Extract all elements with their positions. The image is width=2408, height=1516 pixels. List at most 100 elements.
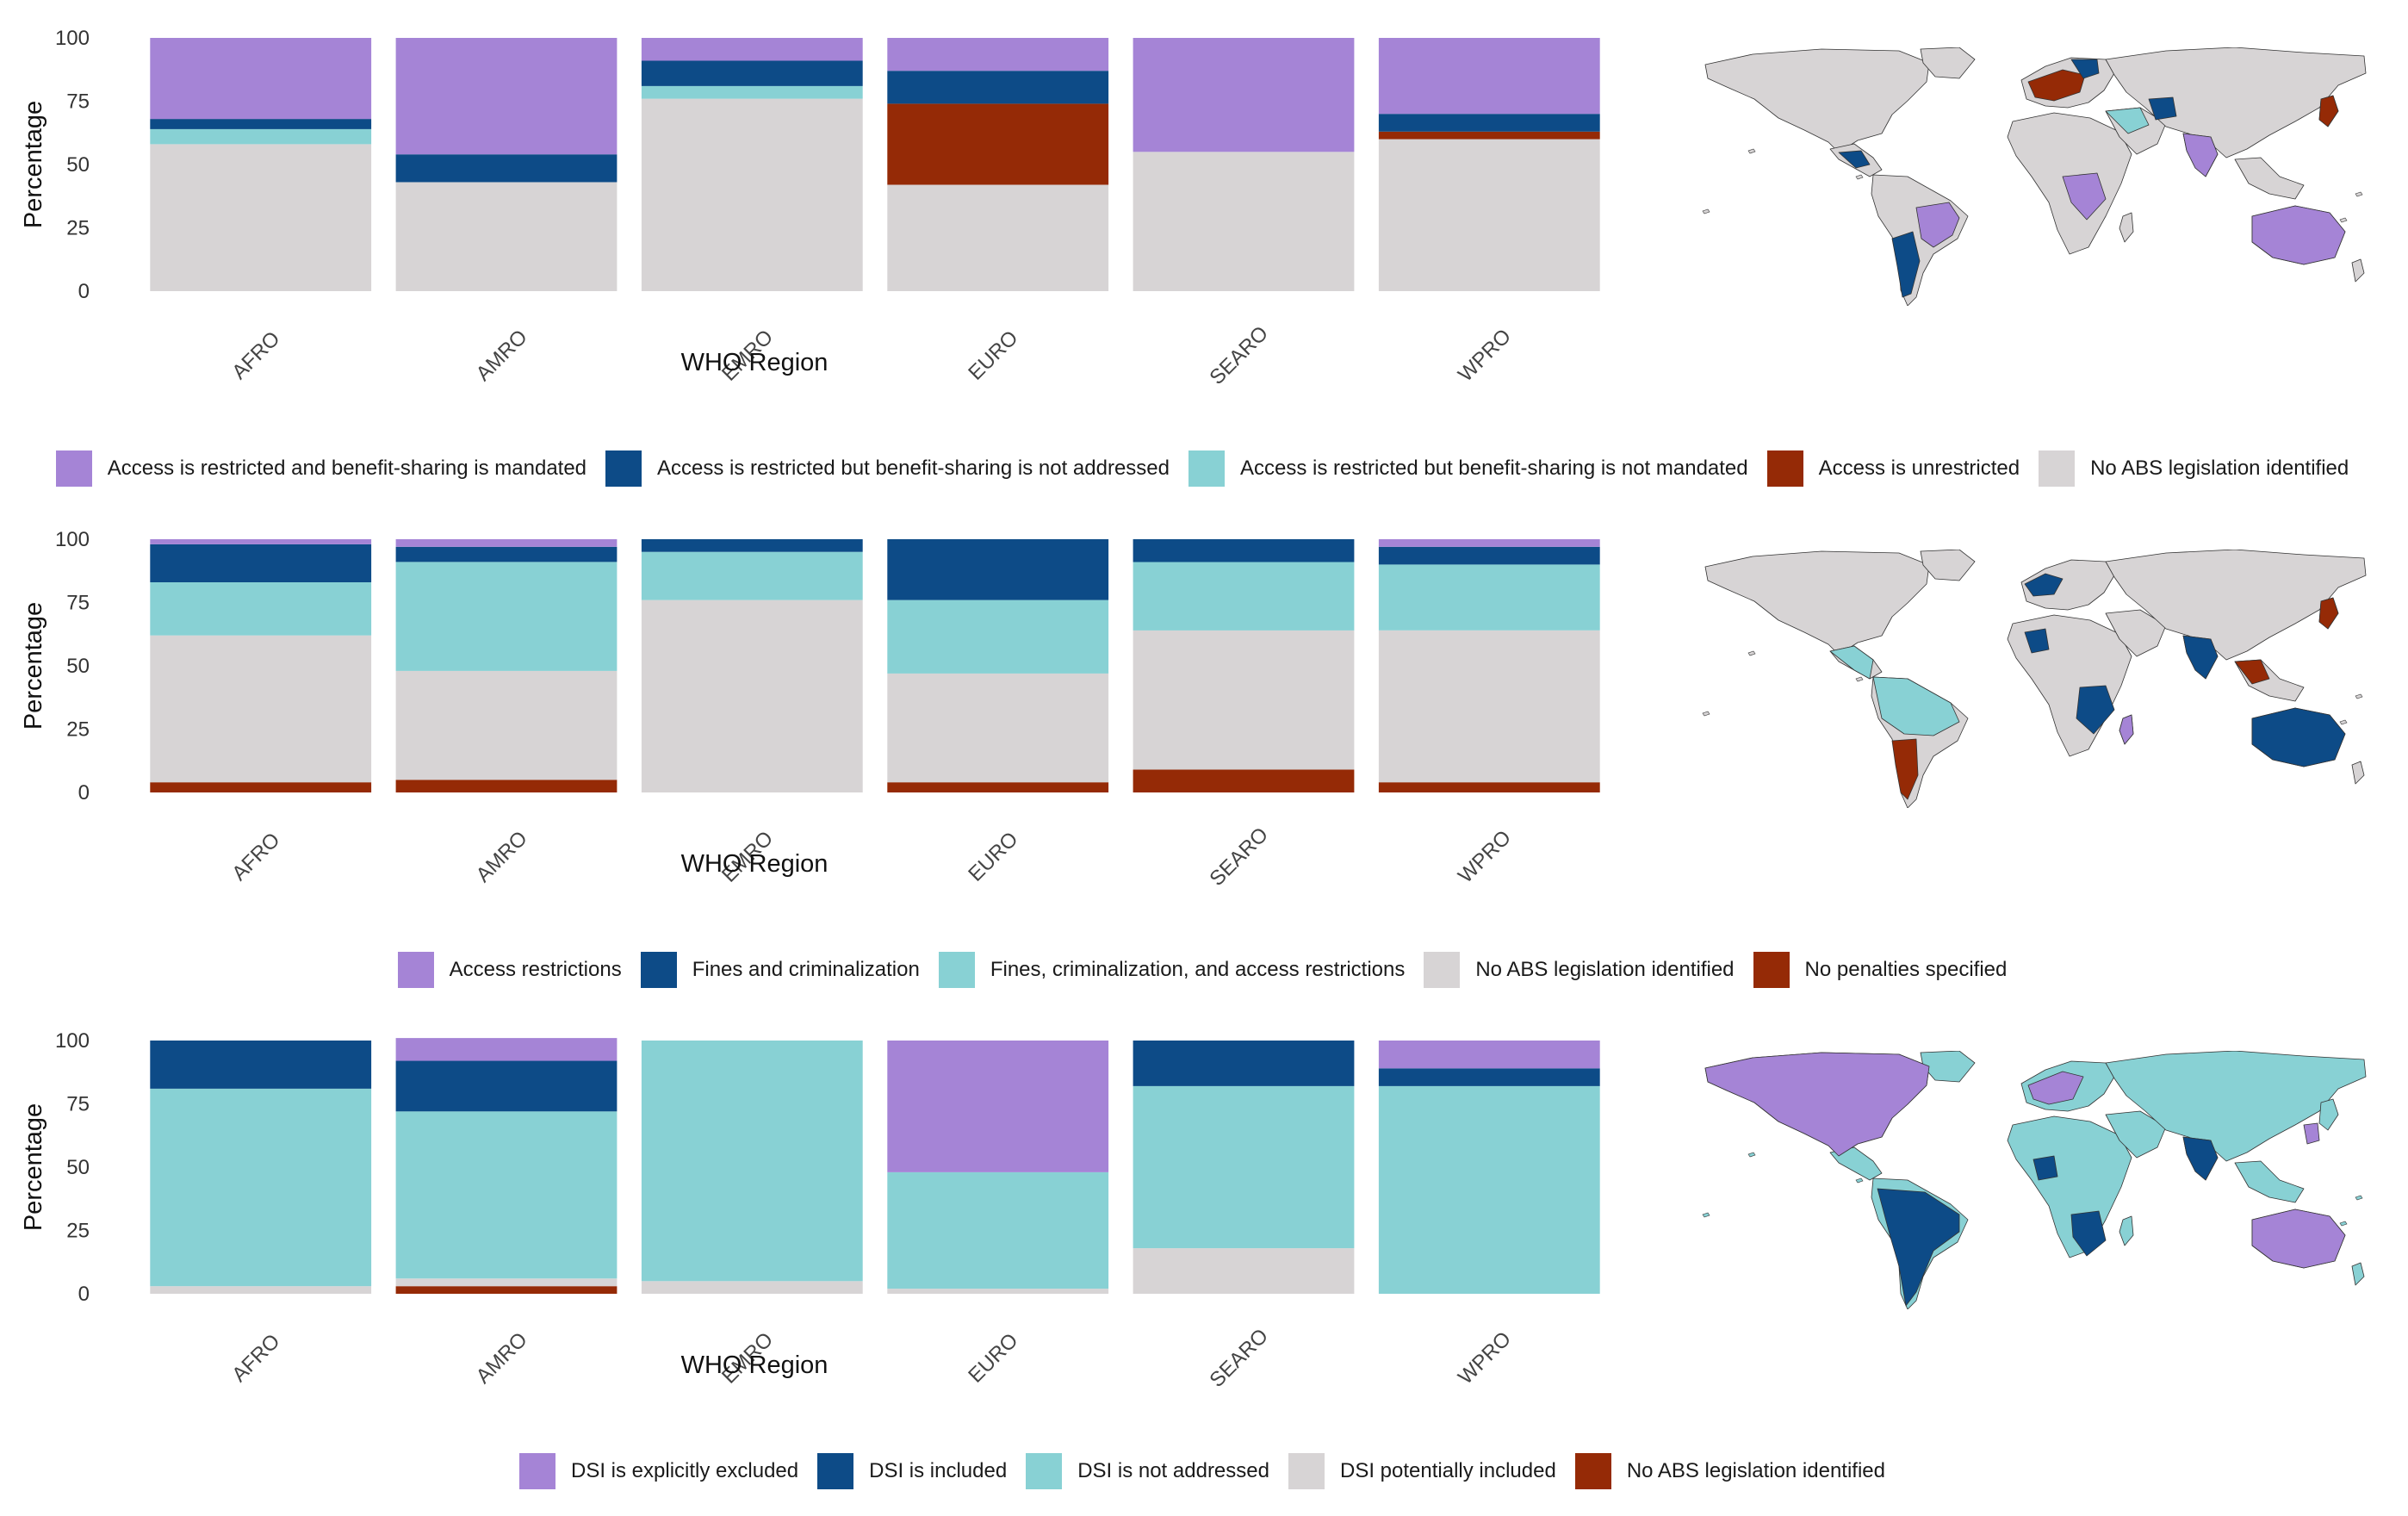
y-tick-label: 75 <box>66 592 90 615</box>
x-tick-label-euro: EURO <box>964 326 1022 385</box>
map-country-region <box>2318 597 2339 630</box>
y-tick-label: 0 <box>78 280 90 303</box>
map-country-region <box>2070 1210 2107 1257</box>
bar-segment-euro-access-is-restricted-but-benefit-sharing-is-not-addressed <box>887 71 1109 104</box>
bar-segment-amro-access-restrictions <box>395 539 618 547</box>
legend-swatch <box>817 1453 854 1489</box>
legend-item-no-penalties-specified: No penalties specified <box>1753 952 2007 988</box>
map-landmass-asia <box>2105 47 2367 158</box>
map-landmass-southeast-asia <box>2234 1160 2305 1203</box>
map-landmass-greenland <box>1920 550 1976 581</box>
bar-segment-wpro-dsi-is-included <box>1378 1068 1600 1086</box>
y-tick-label: 75 <box>66 1093 90 1116</box>
y-tick-label: 25 <box>66 718 90 742</box>
bar-segment-wpro-access-is-unrestricted <box>1378 131 1600 140</box>
bar-segment-emro-fines-and-criminalization <box>641 539 863 552</box>
world-map-dsi <box>1702 1051 2367 1309</box>
legend-penalties: Access restrictions Fines and criminaliza… <box>0 948 2408 992</box>
legend-item-fines-criminalization-and-access-restrictions: Fines, criminalization, and access restr… <box>938 952 1406 988</box>
bar-segment-amro-access-is-restricted-but-benefit-sharing-is-not-addressed <box>395 154 618 183</box>
legend-swatch <box>2039 450 2076 487</box>
y-tick-label: 50 <box>66 153 90 177</box>
y-axis-label: Percentage <box>20 1103 47 1231</box>
bar-segment-amro-no-penalties-specified <box>395 780 618 792</box>
legend-swatch <box>1424 952 1461 988</box>
map-country-region <box>1872 676 1960 736</box>
bar-segment-afro-no-abs-legislation-identified <box>150 144 372 291</box>
x-tick-label-searo: SEARO <box>1205 1324 1273 1392</box>
bar-segment-afro-fines-criminalization-and-access-restrictions <box>150 582 372 636</box>
bar-segment-euro-access-is-unrestricted <box>887 103 1109 185</box>
legend-label: DSI is included <box>869 1459 1008 1482</box>
bar-segment-wpro-no-abs-legislation-identified <box>1378 139 1600 291</box>
legend-swatch <box>938 952 975 988</box>
legend-swatch <box>55 450 92 487</box>
bar-segment-searo-dsi-potentially-included <box>1133 1248 1355 1294</box>
map-island <box>1747 148 1756 154</box>
bar-segment-wpro-fines-criminalization-and-access-restrictions <box>1378 564 1600 631</box>
legend-item-no-abs-legislation-identified: No ABS legislation identified <box>2039 450 2349 487</box>
map-country-region <box>2062 172 2107 221</box>
map-country-region <box>2182 635 2219 680</box>
x-tick-label-afro: AFRO <box>227 327 284 384</box>
world-map-access-benefit-sharing <box>1702 47 2367 306</box>
x-tick-label-wpro: WPRO <box>1454 826 1516 888</box>
map-landmass-japan <box>2318 1098 2339 1131</box>
bar-segment-searo-no-penalties-specified <box>1133 769 1355 792</box>
map-landmass-asia <box>2105 550 2367 661</box>
map-country-region <box>2119 714 2134 745</box>
map-island <box>2339 217 2348 223</box>
bar-segment-searo-access-is-restricted-and-benefit-sharing-is-mandated <box>1133 38 1355 152</box>
map-landmass-middle-east <box>2105 1110 2167 1159</box>
x-axis-label: WHO Region <box>681 1351 829 1379</box>
bar-segment-searo-fines-and-criminalization <box>1133 539 1355 562</box>
bar-segment-amro-dsi-is-not-addressed <box>395 1111 618 1279</box>
bar-segment-euro-no-abs-legislation-identified <box>887 184 1109 291</box>
map-country-region <box>1915 202 1960 248</box>
map-country-region <box>2318 95 2339 127</box>
legend-swatch <box>605 450 642 487</box>
legend-label: Fines, criminalization, and access restr… <box>990 958 1406 981</box>
bar-segment-amro-no-abs-legislation-identified <box>395 670 618 780</box>
y-tick-label: 50 <box>66 655 90 678</box>
bar-segment-searo-dsi-is-not-addressed <box>1133 1085 1355 1249</box>
bar-segment-amro-fines-criminalization-and-access-restrictions <box>395 562 618 671</box>
map-island <box>2355 191 2363 197</box>
legend-dsi: DSI is explicitly excluded DSI is include… <box>0 1449 2408 1494</box>
legend-item-access-restrictions: Access restrictions <box>397 952 622 988</box>
bar-segment-euro-dsi-is-explicitly-excluded <box>887 1041 1109 1172</box>
legend-item-access-is-restricted-but-benefit-sharing-is-not-addressed: Access is restricted but benefit-sharing… <box>605 450 1170 487</box>
legend-label: DSI is not addressed <box>1077 1459 1269 1482</box>
map-country-region <box>2182 1136 2219 1181</box>
x-tick-label-wpro: WPRO <box>1454 1327 1516 1389</box>
map-landmass-central-america <box>1829 1146 1883 1181</box>
world-map-penalties <box>1702 550 2367 808</box>
legend-label: DSI is explicitly excluded <box>571 1459 799 1482</box>
y-tick-label: 100 <box>55 528 90 551</box>
y-tick-label: 25 <box>66 217 90 240</box>
map-island <box>2339 719 2348 725</box>
bar-segment-emro-dsi-potentially-included <box>641 1281 863 1294</box>
map-island <box>1855 1177 1864 1184</box>
y-tick-label: 0 <box>78 781 90 805</box>
x-tick-label-amro: AMRO <box>472 326 532 386</box>
bar-segment-afro-access-is-restricted-but-benefit-sharing-is-not-addressed <box>150 119 372 129</box>
legend-swatch <box>1026 1453 1063 1489</box>
bar-segment-searo-dsi-is-included <box>1133 1041 1355 1086</box>
legend-item-dsi-is-explicitly-excluded: DSI is explicitly excluded <box>519 1453 798 1489</box>
x-axis-label: WHO Region <box>681 349 829 376</box>
bar-segment-euro-fines-and-criminalization <box>887 539 1109 600</box>
y-tick-label: 50 <box>66 1156 90 1179</box>
x-tick-label-afro: AFRO <box>227 1330 284 1387</box>
bar-segment-afro-access-is-restricted-but-benefit-sharing-is-not-mandated <box>150 128 372 145</box>
map-country-region <box>1838 150 1871 169</box>
bar-segment-wpro-no-abs-legislation-identified <box>1378 630 1600 783</box>
x-tick-label-wpro: WPRO <box>1454 325 1516 387</box>
map-country-region <box>2024 628 2050 654</box>
legend-swatch <box>519 1453 555 1489</box>
map-country-region <box>2251 1208 2346 1269</box>
bar-segment-wpro-no-penalties-specified <box>1378 782 1600 792</box>
map-landmass-greenland <box>1920 47 1976 79</box>
map-landmass-south-america <box>1871 174 1969 306</box>
